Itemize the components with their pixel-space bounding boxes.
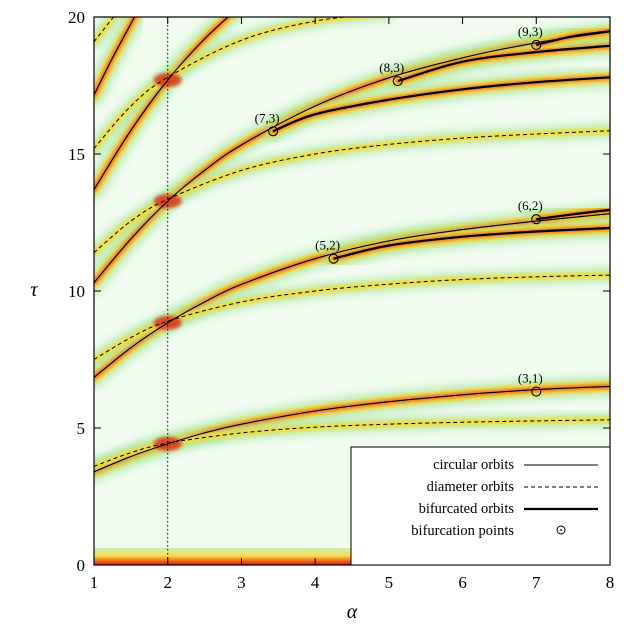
legend-box	[350, 446, 611, 566]
y-tick-label-0: 0	[77, 556, 86, 575]
x-tick-label-4: 5	[385, 573, 394, 592]
x-tick-label-0: 1	[90, 573, 99, 592]
legend-entry-bifurcation-points: bifurcation points	[411, 523, 566, 539]
bifurcation-point-label-2: (6,2)	[518, 198, 543, 213]
bifurcation-point-marker-0	[531, 386, 542, 397]
bifurcation-point-marker-4	[392, 76, 403, 87]
orbit-curve-circular-1	[94, 213, 610, 378]
orbit-curve-diameter-7	[94, 130, 610, 253]
orbit-curve-circular-3	[94, 17, 229, 190]
bifurcation-point-label-5: (9,3)	[518, 24, 543, 39]
legend-label-bifurcation-points: bifurcation points	[411, 523, 514, 539]
x-tick-label-3: 4	[311, 573, 320, 592]
bifurcation-point-marker-2	[531, 214, 542, 225]
bifurcation-point-label-4: (8,3)	[379, 60, 404, 75]
legend-entry-diameter: diameter orbits	[427, 479, 598, 495]
bifurcation-point-label-1: (5,2)	[315, 238, 340, 253]
bifurcation-point-label-3: (7,3)	[255, 110, 280, 125]
legend: circular orbits diameter orbits bifurcat…	[350, 446, 611, 566]
legend-label-bifurcated: bifurcated orbits	[419, 501, 515, 517]
orbit-curve-bifurcated-14	[536, 208, 610, 221]
orbit-curve-diameter-6	[94, 274, 610, 360]
bifurcation-point-label-0: (3,1)	[518, 371, 543, 386]
bifurcation-point-marker-1	[328, 253, 339, 264]
plot-area: (3,1) (5,2) (6,2) (7,3) (8,3) (9,3)	[94, 17, 610, 565]
bifurcation-point-marker-5	[531, 39, 542, 50]
legend-entry-circular: circular orbits	[433, 457, 598, 473]
orbit-curve-circular-4	[94, 17, 135, 96]
y-tick-label-2: 10	[68, 282, 85, 301]
orbit-curve-diameter-5	[94, 419, 610, 467]
orbit-curve-bifurcated-12	[397, 44, 610, 83]
legend-label-diameter: diameter orbits	[427, 479, 515, 495]
orbit-curve-bifurcated-11	[272, 76, 610, 133]
orbit-curve-bifurcated-10	[333, 226, 610, 260]
legend-swatch-bifurcation-point	[556, 525, 566, 535]
y-tick-label-4: 20	[68, 8, 85, 27]
curve-layer	[94, 17, 610, 473]
x-tick-label-1: 2	[163, 573, 172, 592]
orbit-curve-circular-0	[94, 385, 610, 473]
x-tick-label-5: 6	[458, 573, 467, 592]
bifurcation-point-marker-3	[268, 126, 279, 137]
x-tick-label-7: 8	[606, 573, 615, 592]
y-axis-label: τ	[30, 279, 38, 301]
x-axis-label: α	[347, 601, 358, 623]
legend-swatch-bifurcation-point-dot	[560, 529, 562, 531]
y-tick-label-1: 5	[77, 419, 86, 438]
orbit-curve-diameter-9	[94, 17, 115, 43]
y-tick-label-3: 15	[68, 145, 85, 164]
orbit-curve-diameter-8	[94, 17, 350, 149]
x-tick-label-2: 3	[237, 573, 246, 592]
legend-label-circular: circular orbits	[433, 457, 514, 473]
bifurcation-point-layer: (3,1) (5,2) (6,2) (7,3) (8,3) (9,3)	[255, 24, 543, 397]
axis-ticks: 1 2 3 4 5 6 7 8 0 5 10 15 20	[68, 8, 614, 592]
orbit-curve-circular-2	[94, 31, 610, 284]
legend-entry-bifurcated: bifurcated orbits	[419, 501, 598, 517]
x-tick-label-6: 7	[532, 573, 541, 592]
orbit-curve-bifurcated-13	[536, 30, 610, 46]
